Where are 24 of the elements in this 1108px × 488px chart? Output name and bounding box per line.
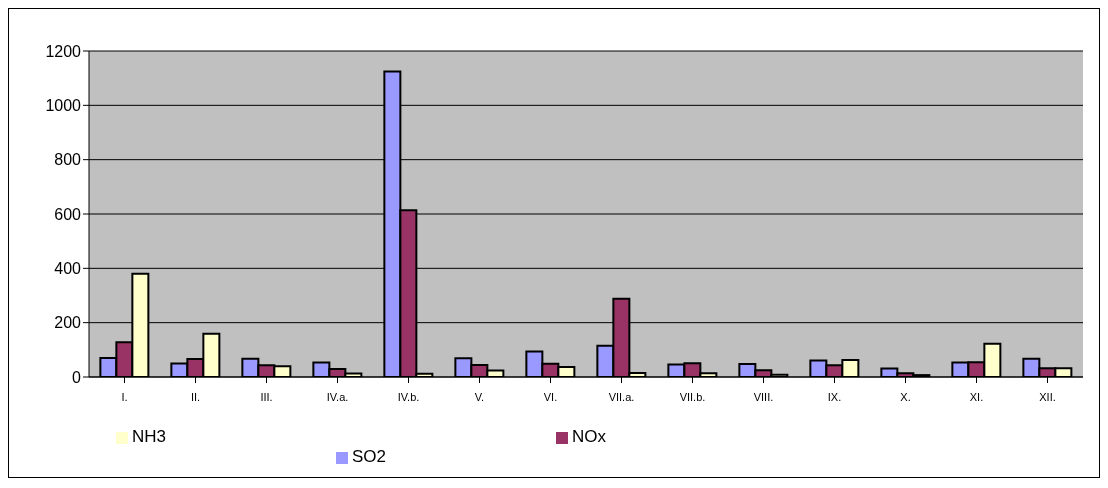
x-tick-label: IV.a. <box>326 390 349 403</box>
x-tick-label: VII.b. <box>679 390 706 403</box>
y-tick-label: 400 <box>54 260 82 278</box>
legend-label: SO2 <box>351 447 387 466</box>
x-tick-label: XI. <box>969 390 984 403</box>
x-tick-label: III. <box>260 390 273 403</box>
y-tick-label: 1200 <box>45 42 82 60</box>
x-tick-label: IX. <box>827 390 842 403</box>
x-tick-label: XII. <box>1039 390 1056 403</box>
x-tick-label: II. <box>190 390 201 403</box>
y-tick-label: 1000 <box>45 97 82 115</box>
y-tick-label: 200 <box>54 314 82 332</box>
legend-label: NH3 <box>131 427 166 446</box>
y-tick-label: 800 <box>54 151 82 169</box>
x-tick-label: V. <box>474 390 485 403</box>
x-tick-label: I. <box>121 390 128 403</box>
y-tick-label: 0 <box>72 368 82 386</box>
x-tick-label: IV.b. <box>397 390 420 403</box>
legend-label: NOx <box>572 427 606 446</box>
x-tick-label: VIII. <box>753 390 774 403</box>
y-tick-label: 600 <box>54 205 82 223</box>
x-tick-label: X. <box>900 390 911 403</box>
x-tick-label: VII.a. <box>608 390 635 403</box>
x-tick-label: VI. <box>543 390 558 403</box>
